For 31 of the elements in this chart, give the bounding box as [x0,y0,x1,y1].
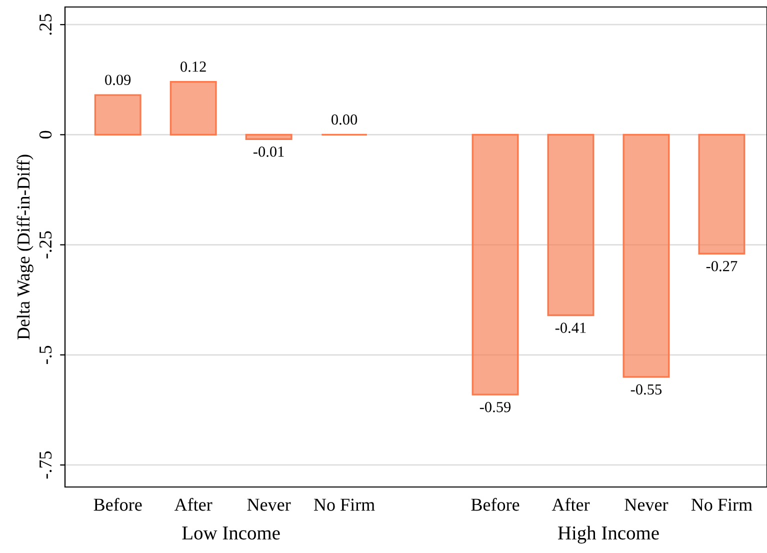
data-label: -0.59 [480,402,511,412]
data-label: -0.27 [706,260,738,272]
x-tick-label: After [552,498,590,511]
bar [472,134,519,396]
data-label: 0.09 [105,74,131,86]
y-tick-label: -.5 [40,346,52,364]
x-tick-label: Before [471,498,520,511]
data-label: -0.01 [253,146,284,157]
x-tick-label: Never [624,498,668,511]
bar [245,134,292,140]
text: Low Income [182,526,280,540]
x-tick-label: Before [94,498,142,511]
text: High Income [558,526,659,544]
bar [698,134,746,254]
bar [94,94,142,136]
y-tick-label: 0 [39,130,52,139]
bar [547,134,594,316]
bar [622,134,670,378]
y-tick-label: .25 [39,14,52,35]
x-tick-label: After [174,498,212,511]
y-tick-label: -.75 [40,451,52,479]
x-tick-label: No Firm [691,498,752,511]
y-tick-label: -.25 [39,231,52,258]
bar [170,81,217,136]
data-label: 0.00 [332,114,358,125]
data-label: -0.41 [555,322,586,334]
x-tick-label: Never [247,498,291,511]
x-tick-label: No Firm [314,498,375,511]
data-label: -0.55 [630,384,662,395]
data-label: 0.12 [180,62,206,72]
y-axis-title: Delta Wage (Diff-in-Diff) [16,154,34,340]
